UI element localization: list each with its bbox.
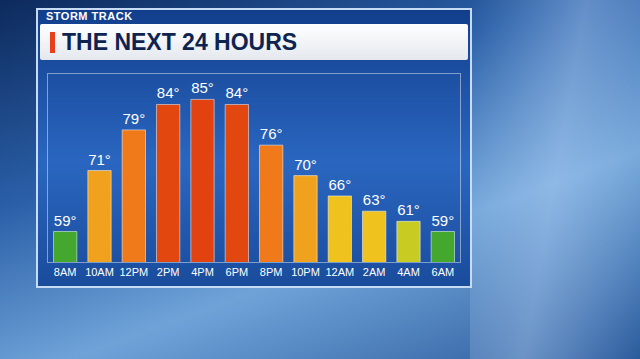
- svg-text:2PM: 2PM: [157, 266, 180, 278]
- svg-text:4AM: 4AM: [397, 266, 420, 278]
- svg-text:63°: 63°: [363, 191, 386, 208]
- svg-text:76°: 76°: [260, 125, 283, 142]
- svg-text:85°: 85°: [191, 79, 214, 96]
- svg-text:6AM: 6AM: [432, 266, 455, 278]
- html-text:THE NEXT 24 HOURS: THE NEXT 24 HOURS: [62, 29, 298, 55]
- svg-text:84°: 84°: [157, 84, 180, 101]
- svg-text:10PM: 10PM: [291, 266, 320, 278]
- svg-text:12AM: 12AM: [325, 266, 354, 278]
- svg-text:79°: 79°: [122, 110, 145, 127]
- svg-text:4PM: 4PM: [191, 266, 214, 278]
- html-text:STORM TRACK: STORM TRACK: [46, 10, 133, 22]
- svg-text:66°: 66°: [328, 176, 351, 193]
- svg-text:6PM: 6PM: [226, 266, 249, 278]
- svg-text:12PM: 12PM: [119, 266, 148, 278]
- svg-text:61°: 61°: [397, 201, 420, 218]
- svg-text:10AM: 10AM: [85, 266, 114, 278]
- svg-text:84°: 84°: [225, 84, 248, 101]
- svg-text:8PM: 8PM: [260, 266, 283, 278]
- svg-text:8AM: 8AM: [54, 266, 77, 278]
- svg-text:59°: 59°: [431, 212, 454, 229]
- svg-text:2AM: 2AM: [363, 266, 386, 278]
- svg-text:59°: 59°: [54, 212, 77, 229]
- svg-text:70°: 70°: [294, 156, 317, 173]
- svg-text:71°: 71°: [88, 151, 111, 168]
